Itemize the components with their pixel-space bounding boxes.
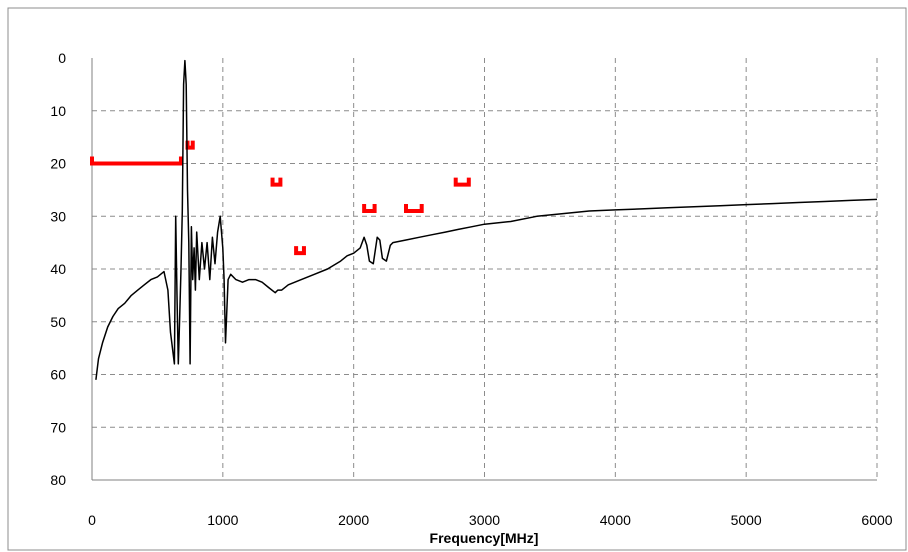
- x-tick-label: 0: [88, 512, 96, 528]
- grid-layer: [92, 58, 878, 480]
- y-tick-label: 0: [58, 50, 66, 66]
- x-tick-labels: 0 1000 2000 3000 4000 5000 6000: [88, 512, 893, 528]
- limit-segment-2: [270, 177, 283, 187]
- x-tick-label: 3000: [469, 512, 500, 528]
- y-tick-label: 60: [50, 367, 66, 383]
- y-tick-label: 10: [50, 103, 66, 119]
- x-tick-label: 4000: [600, 512, 631, 528]
- x-tick-label: 1000: [207, 512, 238, 528]
- y-tick-label: 80: [50, 472, 66, 488]
- limit-segments: [90, 140, 471, 256]
- x-tick-label: 5000: [731, 512, 762, 528]
- x-axis-label: Frequency[MHz]: [430, 530, 539, 546]
- limit-segment-3: [294, 246, 306, 256]
- x-tick-label: 2000: [338, 512, 369, 528]
- limit-segment-6: [453, 177, 471, 187]
- y-tick-label: 70: [50, 419, 66, 435]
- x-tick-label: 6000: [861, 512, 892, 528]
- limit-segment-5: [404, 203, 424, 213]
- series-layer: [95, 59, 878, 380]
- limit-segment-4: [362, 203, 377, 213]
- y-tick-labels: 0 10 20 30 40 50 60 70 80: [50, 50, 66, 488]
- y-tick-label: 20: [50, 156, 66, 172]
- series-line-0: [95, 59, 878, 380]
- y-tick-label: 40: [50, 261, 66, 277]
- y-tick-label: 50: [50, 314, 66, 330]
- limit-segment-0: [90, 156, 183, 166]
- y-tick-label: 30: [50, 208, 66, 224]
